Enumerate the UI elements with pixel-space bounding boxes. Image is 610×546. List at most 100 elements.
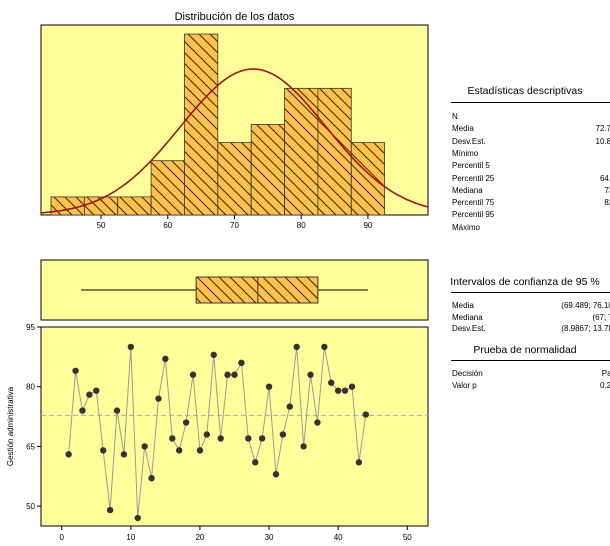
run-point [162, 355, 169, 363]
run-point [79, 407, 86, 414]
descriptive-row: Mínimo47 [452, 149, 610, 160]
descriptive-value: 73.5 [604, 185, 610, 195]
descriptive-label: Mínimo [452, 148, 479, 158]
run-y-axis-label: Gestión administrativa [6, 386, 15, 466]
run-point [127, 343, 135, 351]
descriptive-row: Máximo90 [452, 223, 610, 234]
run-point [120, 451, 128, 458]
normality-value: 0.237 [599, 380, 610, 390]
histogram-x-tick-label: 80 [297, 221, 306, 230]
normality-label: Decisión [452, 369, 483, 378]
ci-value: (69.489; 76.102) [561, 301, 610, 310]
run-y-tick-label: 50 [26, 502, 35, 511]
descriptive-label: Desv.Est. [452, 136, 486, 146]
descriptive-value: 10.877 [595, 136, 610, 146]
histogram-x-tick-label: 70 [230, 221, 239, 230]
normality-rule [451, 360, 610, 361]
boxplot-box [195, 276, 319, 304]
normality-label: Valor p [452, 380, 477, 390]
descriptive-value: 72.795 [595, 124, 610, 134]
run-point [176, 447, 183, 454]
descriptive-row: Percentil 75 82.5 [452, 198, 610, 209]
run-point [148, 475, 155, 482]
descriptive-row: Percentil 9590 [452, 210, 610, 221]
run-point [348, 383, 356, 390]
run-point [321, 343, 328, 351]
run-y-tick-label: 95 [26, 323, 35, 332]
ci-value: (8.9867; 13.781) [561, 324, 610, 333]
descriptive-label: N [452, 112, 458, 121]
histogram-bar [250, 124, 285, 216]
normality-value: Pasa [601, 369, 610, 378]
run-point [286, 403, 293, 410]
normality-row: Valor p 0.237 [452, 381, 610, 392]
run-point [217, 435, 224, 442]
ci-row: Mediana (67; 79) [452, 313, 610, 324]
run-x-tick-label: 50 [403, 533, 412, 542]
run-point [224, 371, 231, 378]
run-point [362, 411, 370, 418]
descriptive-rule [451, 102, 610, 103]
run-point [203, 431, 211, 438]
run-point [134, 514, 141, 522]
run-point [65, 451, 72, 458]
histogram-x-tick-label: 90 [363, 221, 372, 230]
descriptive-label: Máximo [452, 222, 481, 232]
run-point [265, 383, 273, 390]
run-point [293, 343, 300, 351]
histogram-x-tick-label: 60 [163, 221, 172, 230]
histogram-chart: Distribución de los datos 50 60 70 80 90 [40, 11, 429, 230]
ci-value: (67; 79) [592, 312, 610, 322]
run-x-tick-label: 20 [195, 533, 204, 542]
histogram-x-tick-label: 50 [97, 221, 106, 230]
normality-title: Prueba de normalidad [473, 344, 577, 356]
descriptive-row: Desv.Est. 10.877 [452, 137, 610, 148]
run-x-tick-label: 40 [334, 533, 343, 542]
run-point [93, 387, 100, 394]
histogram-bar [150, 160, 185, 216]
descriptive-value: 64.25 [599, 173, 610, 183]
descriptive-row: Media 72.795 [452, 124, 610, 135]
run-point [189, 371, 197, 378]
run-y-tick-label: 65 [26, 442, 35, 451]
normality-row: Decisión Pasa [452, 369, 610, 380]
descriptive-row: Percentil 25 64.25 [452, 174, 610, 185]
ci-label: Media [452, 301, 474, 310]
run-point [113, 407, 121, 414]
ci-rule [451, 292, 610, 293]
run-x-tick-label: 0 [60, 533, 65, 542]
run-point [169, 435, 176, 442]
run-series-line [68, 346, 367, 519]
histogram-bar [284, 87, 319, 216]
descriptive-label: Mediana [452, 185, 483, 195]
run-x-tick-label: 30 [265, 533, 274, 542]
descriptive-value: 82.5 [604, 198, 610, 208]
run-x-tick-label: 10 [126, 533, 135, 542]
ci-label: Mediana [452, 312, 483, 322]
run-point [245, 435, 252, 442]
run-point [231, 371, 238, 378]
run-point [300, 443, 307, 450]
run-point [106, 506, 114, 514]
run-point [307, 371, 314, 378]
run-point [279, 431, 287, 438]
ci-title: Intervalos de confianza de 95 % [450, 276, 600, 288]
run-point [252, 459, 259, 466]
descriptive-label: Percentil 5 [452, 161, 490, 171]
histogram-bar [217, 142, 252, 216]
run-point [258, 435, 266, 442]
run-point [210, 351, 217, 359]
descriptive-row: N44 [452, 112, 610, 123]
run-point [355, 459, 363, 466]
run-panel [40, 326, 429, 527]
descriptive-row: Percentil 551 [452, 161, 610, 172]
histogram-bar [184, 33, 219, 216]
run-point [272, 471, 280, 478]
descriptive-row: Mediana 73.5 [452, 186, 610, 197]
run-point [328, 379, 335, 386]
run-point [341, 387, 349, 394]
histogram-bar [117, 196, 152, 216]
run-chart: 0 10 20 30 40 50 50 65 80 95 Gestión administrativ… [6, 323, 429, 542]
run-point [86, 391, 93, 398]
